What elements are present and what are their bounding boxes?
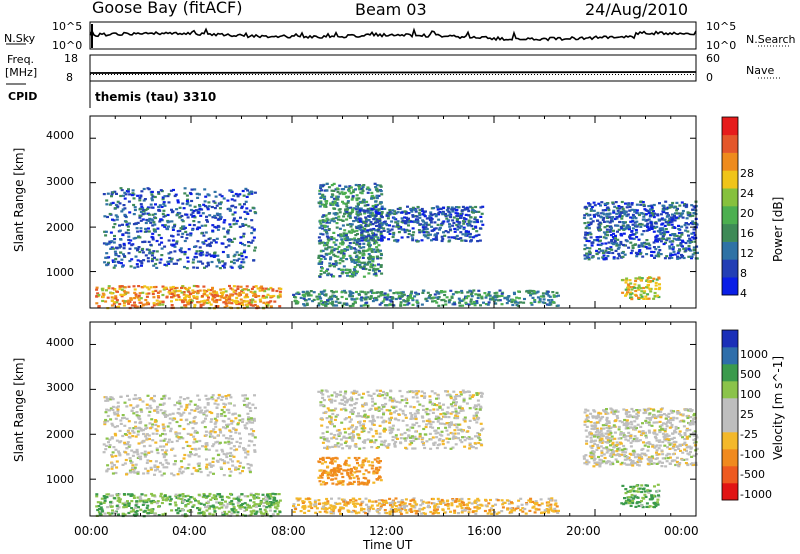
power-cbar-tick-28: 28 <box>740 167 754 180</box>
power-cbar-tick-16: 16 <box>740 227 754 240</box>
velocity-y-axis-label: Slant Range [km] <box>12 357 26 462</box>
velocity-echo-region-0 <box>95 492 282 518</box>
power-cbar-tick-4: 4 <box>740 287 747 300</box>
nave-tick-bottom: 0 <box>706 71 713 84</box>
power-cbar-tick-20: 20 <box>740 207 754 220</box>
velocity-cbar-label: Velocity [m s^-1] <box>771 355 785 460</box>
date-title: 24/Aug/2010 <box>585 0 689 19</box>
velocity-echo-region-5 <box>582 407 699 468</box>
power-ytick-3000: 3000 <box>46 175 74 188</box>
cpid-label: CPID <box>8 90 38 103</box>
xtick-1200: 12:00 <box>369 524 404 538</box>
power-ytick-4000: 4000 <box>46 129 74 142</box>
nave-tick-top: 60 <box>706 52 720 65</box>
vel-cbar-tick-500: 500 <box>740 368 761 381</box>
power-cbar-tick-8: 8 <box>740 267 747 280</box>
xtick-2000: 20:00 <box>566 524 601 538</box>
nsky-tick-top: 10^5 <box>52 20 83 33</box>
power-y-axis-label: Slant Range [km] <box>12 147 26 252</box>
velocity-ytick-2000: 2000 <box>46 428 74 441</box>
x-axis-label: Time UT <box>363 538 413 552</box>
nsearch-tick-top: 10^5 <box>706 20 737 33</box>
freq-panel-frame <box>89 54 697 82</box>
power-colorbar <box>721 116 739 296</box>
power-ytick-2000: 2000 <box>46 221 74 234</box>
freq-unit: [MHz] <box>5 66 38 79</box>
xtick-0800: 08:00 <box>271 524 306 538</box>
freq-label: Freq. <box>7 53 35 66</box>
power-echo-region-5 <box>582 200 699 261</box>
vel-cbar-tick-m500: -500 <box>740 468 765 481</box>
velocity-echo-region-3 <box>317 389 485 450</box>
vel-cbar-tick-1000: 1000 <box>740 348 768 361</box>
frequency-trace <box>89 71 697 74</box>
vel-cbar-tick-m100: -100 <box>740 448 765 461</box>
velocity-ytick-3000: 3000 <box>46 381 74 394</box>
xtick-1600: 16:00 <box>467 524 502 538</box>
vel-cbar-tick-m25: -25 <box>740 428 758 441</box>
vel-cbar-tick-100: 100 <box>740 388 761 401</box>
power-cbar-tick-24: 24 <box>740 187 754 200</box>
power-echo-region-4 <box>292 289 560 308</box>
nsky-panel-frame <box>89 21 697 50</box>
velocity-echo-region-2 <box>317 456 383 486</box>
nsearch-label: N.Search <box>746 33 796 46</box>
power-echo-region-6 <box>620 276 662 301</box>
velocity-echo-region-1 <box>102 393 257 477</box>
vel-cbar-tick-m1000: -1000 <box>740 488 772 501</box>
velocity-echo-region-4 <box>292 497 560 516</box>
beam-title: Beam 03 <box>355 0 427 19</box>
xtick-0400: 04:00 <box>172 524 207 538</box>
power-ytick-1000: 1000 <box>46 266 74 279</box>
velocity-colorbar <box>721 329 739 501</box>
freq-tick-bottom: 8 <box>66 71 73 84</box>
cpid-value: themis (tau) 3310 <box>95 90 217 104</box>
power-echo-region-0 <box>95 284 283 310</box>
power-echo-region-1 <box>102 187 258 270</box>
power-echo-region-3 <box>355 205 485 243</box>
xtick-0000: 00:00 <box>74 524 109 538</box>
noise-sky-trace <box>89 27 697 42</box>
nsearch-tick-bottom: 10^0 <box>706 39 737 52</box>
velocity-echo-region-6 <box>620 483 661 509</box>
nsky-tick-bottom: 10^0 <box>52 39 83 52</box>
power-panel-frame <box>89 115 697 309</box>
freq-tick-top: 18 <box>64 52 78 65</box>
nsky-label: N.Sky <box>4 32 36 45</box>
velocity-ytick-4000: 4000 <box>46 336 74 349</box>
nave-label: Nave <box>746 64 775 77</box>
station-title: Goose Bay (fitACF) <box>92 0 243 17</box>
power-cbar-tick-12: 12 <box>740 247 754 260</box>
power-cbar-label: Power [dB] <box>771 196 785 262</box>
vel-cbar-tick-25: 25 <box>740 408 754 421</box>
xtick-0000-end: 00:00 <box>664 524 699 538</box>
velocity-ytick-1000: 1000 <box>46 473 74 486</box>
